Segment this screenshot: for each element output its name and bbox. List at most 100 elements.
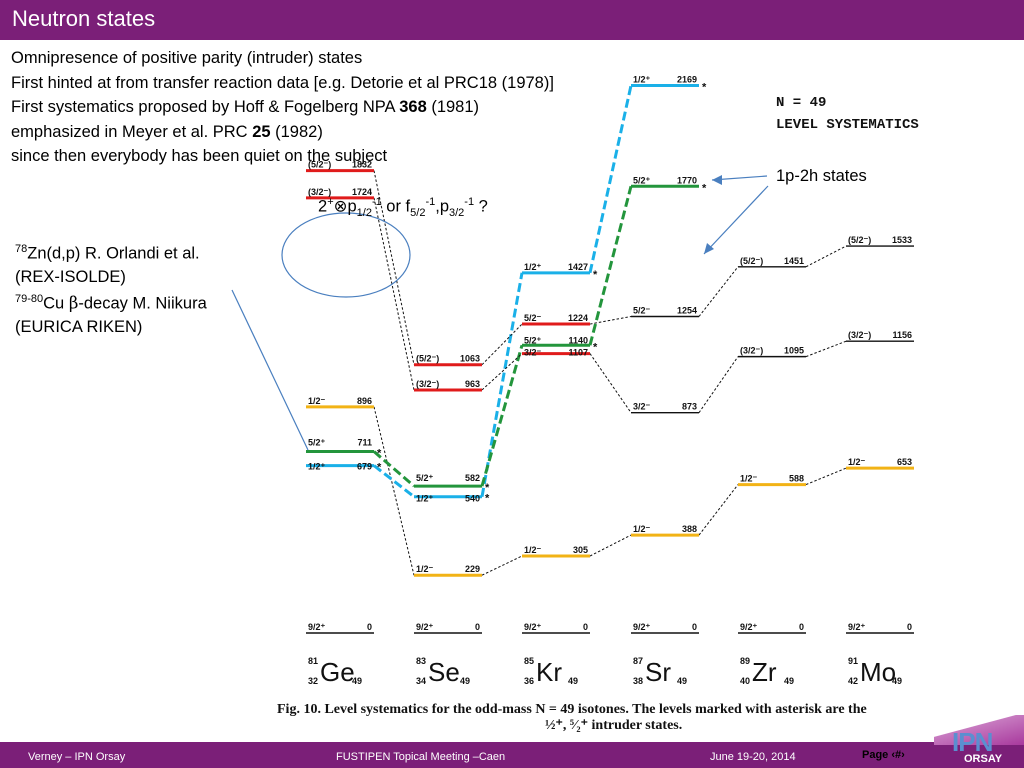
ge-note-line-4: (EURICA RIKEN) [15,318,143,336]
ge-note-line-1: 78Zn(d,p) R. Orlandi et al. [15,243,200,263]
level-spin-label: 3/2⁻ [524,348,542,358]
footer-page: Page ‹#› [862,749,905,761]
level-energy-label: 582 [465,473,480,483]
level-spin-label: (3/2⁻) [416,379,439,389]
nucleus-symbol: Se [428,657,460,687]
level-connection [480,344,524,487]
level-spin-label: 1/2⁻ [740,474,758,484]
nucleus-proton-number: 36 [524,676,534,686]
level-connection [481,353,523,391]
level-energy-label: 1140 [568,335,588,345]
level-spin-label: 3/2⁻ [633,402,651,412]
level-spin-label: 5/2⁺ [308,438,326,448]
level-spin-label: 9/2⁺ [848,622,866,632]
footer-author: Verney – IPN Orsay [28,751,126,763]
ge-note-line-3: 79-80Cu β-decay M. Niikura [15,293,207,313]
nucleus-label: 85 36 Kr 49 [524,656,578,687]
level-spin-label: (5/2⁻) [308,160,331,170]
level-spin-label: (5/2⁻) [740,256,763,266]
level-energy-label: 388 [682,524,697,534]
level-spin-label: 1/2⁻ [308,396,326,406]
level-connection [589,353,632,413]
nucleus-proton-number: 32 [308,676,318,686]
nucleus-symbol: Sr [645,657,671,687]
level-connection [373,197,415,391]
arrow-head-upper [712,175,722,185]
level-energy-label: 1832 [352,160,372,170]
nucleus-proton-number: 34 [416,676,426,686]
level-connection [698,484,739,536]
systematics-header-title: LEVEL SYSTEMATICS [776,117,919,133]
level-spin-label: 5/2⁻ [524,313,542,323]
nucleus-label: 87 38 Sr 49 [633,656,687,687]
level-connection [373,406,415,576]
level-connection [698,266,739,317]
slide-title: Neutron states [12,6,156,31]
level-energy-label: 2169 [677,75,697,85]
level-spin-label: 5/2⁺ [633,175,651,185]
level-connection [373,450,415,488]
nucleus-mass-number: 89 [740,656,750,666]
level-energy-label: 1451 [784,256,804,266]
footer-bar: Verney – IPN Orsay FUSTIPEN Topical Meet… [0,742,1024,768]
level-energy-label: 896 [357,396,372,406]
level-connection [805,245,847,268]
intro-line-3: First systematics proposed by Hoff & Fog… [11,98,480,116]
nucleus-mass-number: 83 [416,656,426,666]
level-connection [588,85,633,274]
nucleus-mass-number: 85 [524,656,534,666]
nucleus-symbol: Mo [860,657,896,687]
level-energy-label: 229 [465,564,480,574]
level-connection [373,464,415,498]
footer-date: June 19-20, 2014 [710,751,796,763]
level-spin-label: 9/2⁺ [308,622,326,632]
level-spin-label: 5/2⁺ [416,473,434,483]
caption-line-2: ½⁺, ⁵⁄₂⁺ intruder states. [545,718,683,733]
level-spin-label: 1/2⁺ [524,262,542,272]
level-energy-label: 540 [465,494,480,504]
ge-note-line-2: (REX-ISOLDE) [15,268,126,286]
nucleus-label: 83 34 Se 49 [416,656,470,687]
level-energy-label: 588 [789,474,804,484]
level-lines: 9/2⁺ 0 5/2⁺ 711 1/2⁺ 679 1/2⁻ 896 (3/2⁻) 1724 (5/2… [306,75,914,634]
level-energy-label: 0 [907,622,912,632]
intro-text: Omnipresence of positive parity (intrude… [11,46,554,169]
level-spin-label: 1/2⁻ [416,564,434,574]
intruder-asterisk: * [377,448,382,460]
level-spin-label: (3/2⁻) [848,330,871,340]
intro-line-1: Omnipresence of positive parity (intrude… [11,49,363,67]
level-spin-label: (5/2⁻) [416,354,439,364]
level-energy-label: 1254 [677,305,697,315]
level-energy-label: 653 [897,457,912,467]
proposed-states-circle [281,212,411,298]
level-energy-label: 711 [357,438,372,448]
intro-line-4: emphasized in Meyer et al. PRC 25 (1982) [11,122,323,141]
footer-meeting: FUSTIPEN Topical Meeting –Caen [336,751,506,763]
caption-line-1: Fig. 10. Level systematics for the odd-m… [277,702,867,717]
level-energy-label: 1156 [892,330,912,340]
nucleus-neutron-number: 49 [677,676,687,686]
level-connection [481,323,523,366]
coupling-annotation: 2+⊗p1/2-1 or f5/2-1,p3/2-1 ? [318,196,488,219]
level-spin-label: 9/2⁺ [740,622,758,632]
level-connection [698,356,739,413]
level-energy-label: 0 [799,622,804,632]
level-energy-label: 1107 [568,348,588,358]
arrow-1p2h-lower [703,185,769,255]
figure-caption: Fig. 10. Level systematics for the odd-m… [277,702,967,734]
annotation-markup [231,175,769,451]
level-energy-label: 0 [692,622,697,632]
level-connection [373,170,415,365]
level-spin-label: 1/2⁻ [848,457,866,467]
level-energy-label: 873 [682,402,697,412]
level-spin-label: 9/2⁺ [524,622,542,632]
level-energy-label: 1770 [677,175,697,185]
logo-wedge [934,715,1024,745]
nucleus-mass-number: 81 [308,656,318,666]
nucleus-neutron-number: 49 [568,676,578,686]
level-connection [805,340,847,358]
nucleus-symbol: Zr [752,657,777,687]
